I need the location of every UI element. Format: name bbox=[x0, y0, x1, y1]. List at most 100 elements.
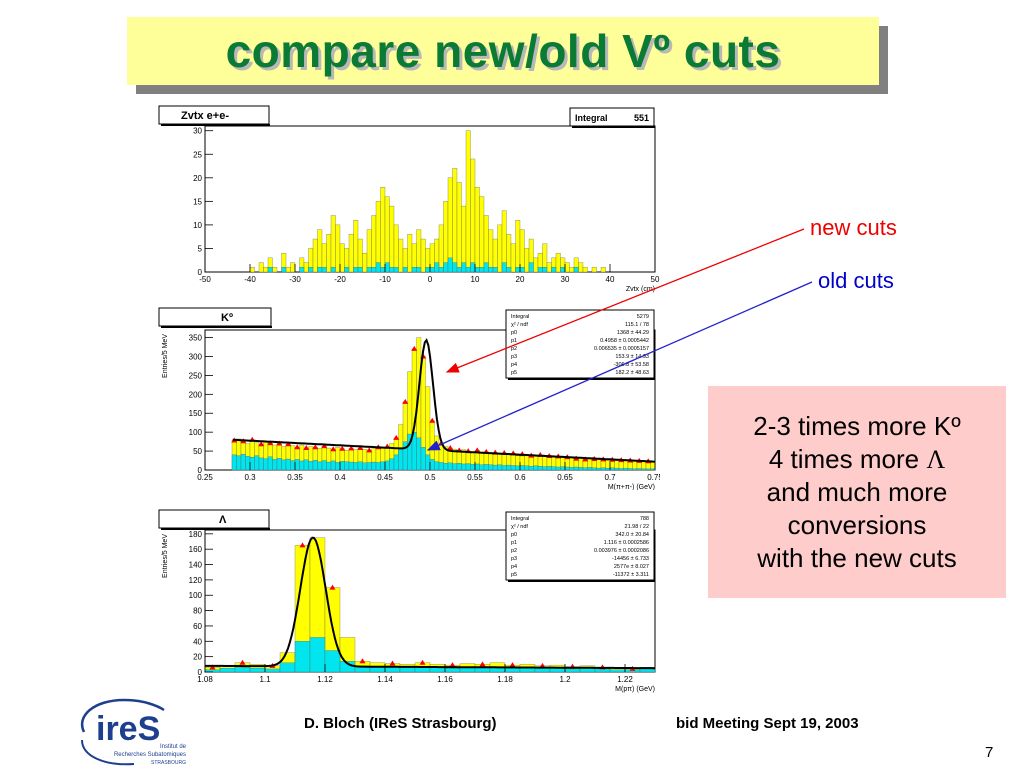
x-tick-label: 0.55 bbox=[467, 473, 483, 482]
stats-value: -14456 ± 6.733 bbox=[612, 556, 649, 562]
data-marker bbox=[329, 584, 336, 590]
data-marker bbox=[294, 444, 301, 450]
x-tick-label: 0.3 bbox=[244, 473, 256, 482]
x-tick-label: 0.25 bbox=[197, 473, 213, 482]
y-tick-label: 40 bbox=[193, 637, 202, 646]
fit-curve bbox=[205, 536, 655, 670]
x-tick-label: -40 bbox=[244, 275, 256, 284]
bar-old bbox=[573, 267, 579, 273]
x-tick-label: -50 bbox=[199, 275, 211, 284]
new-cuts-label: new cuts bbox=[810, 215, 897, 240]
x-tick-label: 20 bbox=[516, 275, 525, 284]
data-marker bbox=[509, 662, 516, 668]
data-marker bbox=[389, 660, 396, 666]
bar-new bbox=[582, 267, 588, 273]
y-tick-label: 160 bbox=[189, 545, 203, 554]
stats-value: 182.2 ± 48.63 bbox=[615, 370, 649, 376]
y-tick-label: 180 bbox=[189, 530, 203, 539]
ires-logo: ireS Institut de Recherches Subatomiques… bbox=[81, 698, 187, 766]
y-tick-label: 150 bbox=[189, 409, 203, 418]
stats-value: 5279 bbox=[637, 314, 649, 320]
summary-note: 2-3 times more Kº 4 times more Λ and muc… bbox=[708, 386, 1006, 598]
stats-value: -11372 ± 3.311 bbox=[613, 572, 649, 578]
bar-old bbox=[416, 267, 422, 273]
stats-value: -306.8 ± 53.58 bbox=[614, 362, 649, 368]
data-marker bbox=[411, 345, 418, 351]
data-marker bbox=[419, 659, 426, 665]
bar-old bbox=[344, 267, 350, 273]
y-tick-label: 20 bbox=[193, 174, 202, 183]
page-number: 7 bbox=[985, 744, 994, 761]
bar-old bbox=[267, 267, 273, 273]
footer-author: D. Bloch (IReS Strasbourg) bbox=[304, 715, 497, 732]
x-tick-label: 0.5 bbox=[424, 473, 436, 482]
x-tick-label: 0 bbox=[428, 275, 433, 284]
data-marker bbox=[348, 445, 355, 451]
stats-value: 0.006535 ± 0.0005157 bbox=[594, 346, 649, 352]
x-axis-label: M(π+π-) (GeV) bbox=[608, 484, 655, 490]
data-marker bbox=[359, 658, 366, 664]
stats-value: 2577e ± 8.027 bbox=[614, 564, 649, 570]
x-tick-label: 0.75 bbox=[647, 473, 660, 482]
y-tick-label: 5 bbox=[198, 244, 203, 253]
y-tick-label: 100 bbox=[189, 428, 203, 437]
x-tick-label: 1.1 bbox=[259, 675, 271, 684]
x-tick-label: 1.18 bbox=[497, 675, 513, 684]
x-tick-label: 0.7 bbox=[604, 473, 616, 482]
stats-key: p5 bbox=[511, 370, 517, 376]
stats-value: 788 bbox=[640, 516, 649, 522]
stats-value: 1.116 ± 0.0002586 bbox=[604, 540, 649, 546]
y-tick-label: 0 bbox=[198, 466, 203, 475]
bar-old bbox=[393, 267, 399, 273]
y-tick-label: 25 bbox=[193, 150, 202, 159]
stats-box bbox=[505, 309, 655, 379]
x-tick-label: 1.12 bbox=[317, 675, 333, 684]
lambda-symbol: Λ bbox=[926, 444, 946, 474]
note-line-2: 4 times more Λ bbox=[769, 443, 945, 476]
x-tick-label: -10 bbox=[379, 275, 391, 284]
y-tick-label: 0 bbox=[198, 268, 203, 277]
bar-old bbox=[402, 267, 408, 273]
zvtx-histogram: 0 5 10 15 20 25 30 -50 -40 -30 -20 -10 0 10 20 30 40 50 Zv… bbox=[158, 105, 660, 293]
x-tick-label: -20 bbox=[334, 275, 346, 284]
note-line-3: and much more bbox=[766, 476, 948, 507]
stats-key: p3 bbox=[511, 354, 517, 360]
new-cuts-arrow bbox=[445, 228, 805, 373]
stats-value: 1368 ± 44.29 bbox=[617, 330, 649, 336]
bar-old bbox=[506, 267, 512, 273]
bar-old bbox=[321, 267, 327, 273]
stats-key: Integral bbox=[511, 516, 529, 522]
bar-old bbox=[492, 267, 498, 273]
stats-key: p5 bbox=[511, 572, 517, 578]
stats-key: p1 bbox=[511, 540, 517, 546]
data-marker bbox=[447, 445, 454, 451]
bar-new bbox=[600, 267, 606, 273]
y-tick-label: 60 bbox=[193, 622, 202, 631]
logo-line-3: STRASBOURG bbox=[151, 760, 186, 766]
x-tick-label: 10 bbox=[471, 275, 480, 284]
data-marker bbox=[321, 443, 328, 449]
fit-curve bbox=[232, 338, 656, 463]
footer-meeting: bid Meeting Sept 19, 2003 bbox=[676, 715, 859, 732]
y-tick-label: 300 bbox=[189, 352, 203, 361]
stats-value: 551 bbox=[634, 113, 649, 123]
y-axis-label: Entries/5 MeV bbox=[162, 334, 169, 378]
y-tick-label: 350 bbox=[189, 334, 203, 343]
stats-key: Integral bbox=[511, 314, 529, 320]
stats-value: 0.003976 ± 0.0002086 bbox=[594, 548, 649, 554]
stats-key: p0 bbox=[511, 532, 517, 538]
data-marker bbox=[402, 398, 409, 404]
note-line-5: with the new cuts bbox=[757, 542, 957, 573]
note-line-2-text: 4 times more bbox=[768, 443, 927, 474]
title-box: compare new/old Vº cuts bbox=[127, 17, 879, 85]
y-tick-label: 200 bbox=[189, 390, 203, 399]
logo-line-2: Recherches Subatomiques bbox=[114, 752, 186, 758]
note-line-4: conversions bbox=[787, 509, 927, 540]
stats-key: p3 bbox=[511, 556, 517, 562]
bar-old bbox=[551, 267, 557, 273]
x-tick-label: 1.08 bbox=[197, 675, 213, 684]
x-tick-label: 0.6 bbox=[514, 473, 526, 482]
data-marker bbox=[312, 444, 319, 450]
histogram-title: Zvtx e+e- bbox=[181, 110, 229, 122]
